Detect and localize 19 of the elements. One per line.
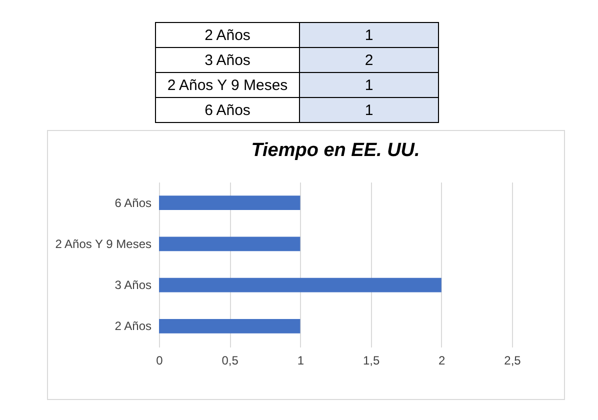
category-label: 2 Años Y 9 Meses — [156, 72, 300, 98]
category-label: 3 Años — [156, 48, 300, 72]
x-tick-label: 2 — [438, 354, 446, 368]
text: 1 — [364, 26, 374, 44]
x-tick-label: 1,5 — [362, 354, 380, 368]
text: 1 — [364, 102, 374, 118]
x-tick-label: 0,5 — [222, 354, 239, 368]
text: 2 — [364, 52, 374, 68]
y-tick-label: 2 Años — [114, 319, 152, 334]
x-tick-label: 0 — [156, 354, 164, 368]
text: 1 — [364, 76, 374, 94]
y-tick-label: 6 Años — [114, 196, 152, 210]
x-tick-label: 2,5 — [504, 354, 522, 368]
y-tick-label: 3 Años — [114, 278, 152, 292]
x-tick-label: 1 — [297, 354, 304, 368]
chart-title: Tiempo en EE. UU. — [251, 140, 420, 161]
category-label: 2 Años — [156, 22, 300, 48]
category-label: 6 Años — [156, 98, 300, 122]
y-tick-label: 2 Años Y 9 Meses — [55, 236, 152, 251]
